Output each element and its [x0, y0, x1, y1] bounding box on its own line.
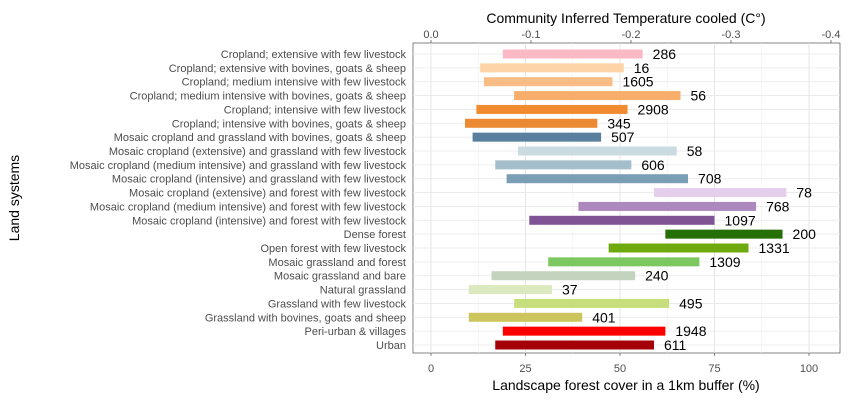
- range-bar: [476, 104, 628, 114]
- range-bar: [654, 188, 787, 198]
- bars: [465, 49, 787, 350]
- bar-value-label: 200: [793, 226, 817, 242]
- range-bar: [608, 243, 749, 253]
- top-tick-label: -0.3: [722, 29, 741, 41]
- category-label: Cropland; intensive with bovines, goats …: [172, 118, 406, 130]
- bar-value-label: 401: [592, 309, 616, 325]
- category-label: Peri-urban & villages: [305, 326, 407, 338]
- bar-value-label: 768: [766, 198, 790, 214]
- range-bar: [548, 257, 700, 267]
- bar-value-label: 78: [796, 185, 812, 201]
- category-label: Mosaic grassland and bare: [274, 271, 406, 283]
- bar-value-label: 240: [645, 268, 669, 284]
- bar-value-label: 1331: [759, 240, 790, 256]
- range-bar: [495, 340, 655, 350]
- x-axis-title: Landscape forest cover in a 1km buffer (…: [492, 377, 759, 393]
- category-label: Mosaic cropland (extensive) and forest w…: [129, 188, 406, 200]
- range-bar: [506, 174, 689, 184]
- bar-value-label: 611: [664, 337, 687, 353]
- bar-value-label: 507: [611, 129, 635, 145]
- top-tick-label: 0.0: [423, 29, 438, 41]
- y-axis-title: Land systems: [6, 155, 22, 241]
- range-bar: [483, 77, 613, 87]
- range-bar: [578, 201, 757, 211]
- category-labels: Cropland; extensive with few livestock Cr…: [70, 49, 407, 352]
- category-label: Grassland with few livestock: [268, 298, 407, 310]
- category-label: Grassland with bovines, goats and sheep: [205, 312, 406, 324]
- range-bar: [502, 49, 643, 59]
- bar-value-label: 606: [641, 157, 665, 173]
- category-label: Mosaic grassland and forest: [268, 257, 406, 269]
- top-axis-ticks: 0.0 -0.1 -0.2 -0.3 -0.4: [423, 29, 840, 43]
- range-bar: [514, 91, 681, 101]
- range-bar: [495, 160, 632, 170]
- range-bar: [502, 326, 666, 336]
- range-bar: [517, 146, 677, 156]
- bar-value-label: 1309: [709, 254, 740, 270]
- category-label: Mosaic cropland (intensive) and forest w…: [132, 215, 406, 227]
- category-label: Open forest with few livestock: [260, 243, 406, 255]
- bar-value-label: 16: [634, 60, 650, 76]
- bar-value-label: 1605: [622, 74, 653, 90]
- category-label: Mosaic cropland (medium intensive) and g…: [70, 160, 407, 172]
- bar-value-label: 56: [690, 88, 706, 104]
- category-label: Mosaic cropland (intensive) and grasslan…: [112, 174, 407, 186]
- bar-value-label: 2908: [638, 101, 669, 117]
- top-tick-label: -0.1: [522, 29, 541, 41]
- top-tick-label: -0.4: [822, 29, 841, 41]
- range-bar: [665, 229, 783, 239]
- category-label: Cropland; medium intensive with few live…: [182, 77, 407, 89]
- x-tick-label: 50: [614, 363, 626, 375]
- category-label: Mosaic cropland (medium intensive) and f…: [90, 201, 407, 213]
- x-tick-label: 75: [708, 363, 720, 375]
- category-label: Dense forest: [344, 229, 406, 241]
- x-tick-label: 25: [519, 363, 531, 375]
- range-bar: [468, 285, 552, 295]
- range-bar: [465, 118, 598, 128]
- range-bar: [491, 271, 636, 281]
- top-tick-label: -0.2: [622, 29, 641, 41]
- category-label: Cropland; extensive with bovines, goats …: [169, 63, 406, 75]
- bar-value-label: 708: [698, 171, 722, 187]
- x-axis-ticks: 0 25 50 75 100: [428, 353, 818, 375]
- bar-value-label: 1948: [675, 323, 706, 339]
- bar-value-label: 345: [607, 115, 631, 131]
- bar-value-label: 286: [653, 46, 677, 62]
- range-bar: [529, 215, 715, 225]
- x-tick-label: 0: [428, 363, 434, 375]
- category-label: Urban: [376, 340, 406, 352]
- bar-value-label: 495: [679, 295, 703, 311]
- top-axis-title: Community Inferred Temperature cooled (C…: [486, 10, 765, 26]
- category-label: Mosaic cropland (extensive) and grasslan…: [109, 146, 407, 158]
- category-label: Cropland; medium intensive with bovines,…: [130, 91, 406, 103]
- x-tick-label: 100: [800, 363, 818, 375]
- range-bar: [472, 132, 602, 142]
- range-bar: [514, 298, 670, 308]
- bar-value-label: 58: [687, 143, 703, 159]
- range-bar: [468, 312, 583, 322]
- category-label: Cropland; intensive with few livestock: [224, 104, 407, 116]
- bar-value-label: 1097: [725, 212, 756, 228]
- bar-value-label: 37: [562, 282, 578, 298]
- category-label: Cropland; extensive with few livestock: [221, 49, 407, 61]
- category-label: Mosaic cropland and grassland with bovin…: [114, 132, 406, 144]
- range-bar: [480, 63, 624, 73]
- category-label: Natural grassland: [320, 285, 406, 297]
